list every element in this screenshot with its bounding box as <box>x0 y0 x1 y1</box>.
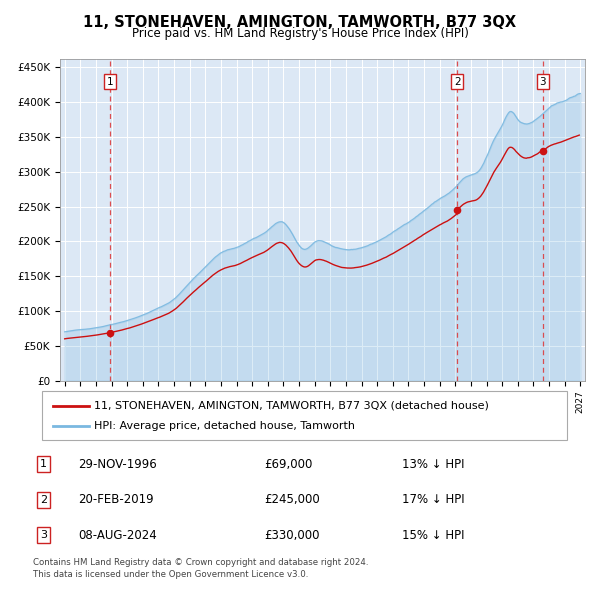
Text: This data is licensed under the Open Government Licence v3.0.: This data is licensed under the Open Gov… <box>33 570 308 579</box>
Text: 17% ↓ HPI: 17% ↓ HPI <box>402 493 464 506</box>
Text: 20-FEB-2019: 20-FEB-2019 <box>78 493 154 506</box>
Text: £69,000: £69,000 <box>264 458 313 471</box>
FancyBboxPatch shape <box>42 391 567 440</box>
Text: 08-AUG-2024: 08-AUG-2024 <box>78 529 157 542</box>
Text: 1: 1 <box>40 460 47 469</box>
Text: 3: 3 <box>40 530 47 540</box>
Text: 3: 3 <box>539 77 546 87</box>
Text: Contains HM Land Registry data © Crown copyright and database right 2024.: Contains HM Land Registry data © Crown c… <box>33 558 368 566</box>
Text: 2: 2 <box>454 77 461 87</box>
Text: Price paid vs. HM Land Registry's House Price Index (HPI): Price paid vs. HM Land Registry's House … <box>131 27 469 40</box>
Text: 2: 2 <box>40 495 47 504</box>
Text: £245,000: £245,000 <box>264 493 320 506</box>
Text: 11, STONEHAVEN, AMINGTON, TAMWORTH, B77 3QX: 11, STONEHAVEN, AMINGTON, TAMWORTH, B77 … <box>83 15 517 30</box>
Text: £330,000: £330,000 <box>264 529 320 542</box>
Text: 15% ↓ HPI: 15% ↓ HPI <box>402 529 464 542</box>
Text: 29-NOV-1996: 29-NOV-1996 <box>78 458 157 471</box>
Text: 11, STONEHAVEN, AMINGTON, TAMWORTH, B77 3QX (detached house): 11, STONEHAVEN, AMINGTON, TAMWORTH, B77 … <box>95 401 490 411</box>
Text: 13% ↓ HPI: 13% ↓ HPI <box>402 458 464 471</box>
Text: HPI: Average price, detached house, Tamworth: HPI: Average price, detached house, Tamw… <box>95 421 355 431</box>
Text: 1: 1 <box>107 77 113 87</box>
